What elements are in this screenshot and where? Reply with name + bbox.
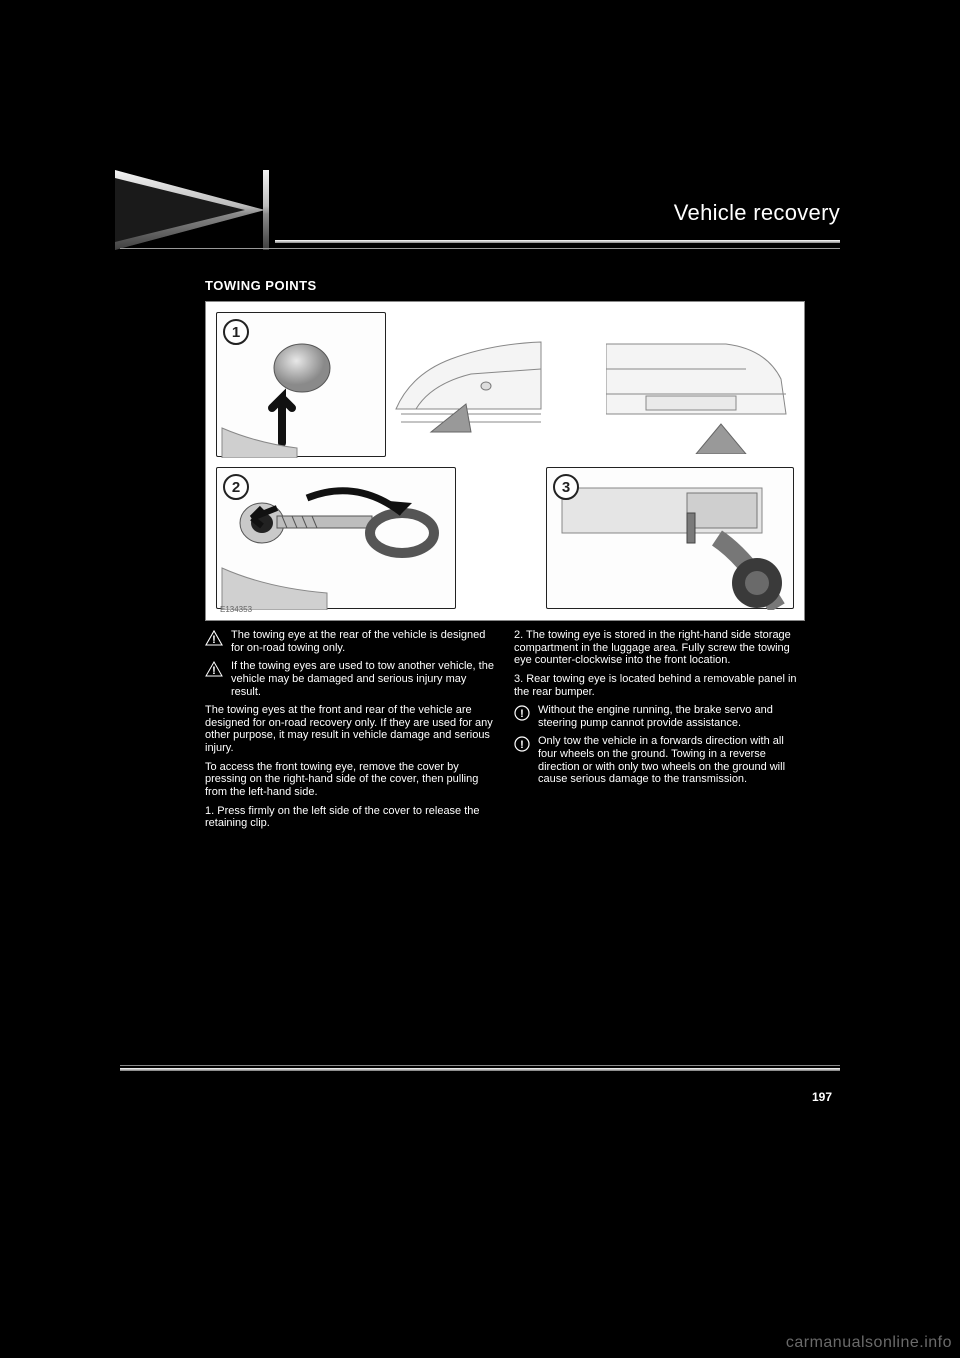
rear-towing-point-illustration <box>547 468 795 610</box>
warning-block-1: ! The towing eye at the rear of the vehi… <box>205 629 496 654</box>
body-para-2: To access the front towing eye, remove t… <box>205 761 496 799</box>
svg-text:!: ! <box>212 665 216 677</box>
header-rule-thin <box>120 248 840 249</box>
page-title: Vehicle recovery <box>674 200 840 226</box>
page-content: Vehicle recovery TOWING POINTS 1 <box>120 170 840 836</box>
diagram-panel-3: 3 <box>546 467 794 609</box>
warning-icon: ! <box>205 630 223 646</box>
step-number-3: 3 <box>553 474 579 500</box>
towing-eye-screw-illustration <box>217 468 457 610</box>
notice-block-2: ! Only tow the vehicle in a forwards dir… <box>514 735 805 786</box>
right-column: 2. The towing eye is stored in the right… <box>514 629 805 836</box>
step-number-1: 1 <box>223 319 249 345</box>
caution-icon: ! <box>514 736 530 752</box>
svg-text:!: ! <box>520 708 524 720</box>
svg-text:!: ! <box>520 739 524 751</box>
section-heading: TOWING POINTS <box>205 278 840 293</box>
body-columns: ! The towing eye at the rear of the vehi… <box>205 629 805 836</box>
diagram-ref-label: E134353 <box>220 605 252 614</box>
chevron-icon <box>115 170 275 250</box>
header-rule-thick <box>275 240 840 243</box>
warning-text-2: If the towing eyes are used to tow anoth… <box>231 660 496 698</box>
header: Vehicle recovery <box>120 170 840 260</box>
towing-diagram: 1 2 <box>205 301 805 621</box>
notice-block-1: ! Without the engine running, the brake … <box>514 704 805 729</box>
body-step-2: 2. The towing eye is stored in the right… <box>514 629 805 667</box>
watermark: carmanualsonline.info <box>786 1334 952 1352</box>
body-para-1: The towing eyes at the front and rear of… <box>205 704 496 755</box>
car-rear-illustration <box>606 314 794 454</box>
caution-icon: ! <box>514 705 530 721</box>
left-column: ! The towing eye at the rear of the vehi… <box>205 629 496 836</box>
warning-text-1: The towing eye at the rear of the vehicl… <box>231 629 496 654</box>
warning-icon: ! <box>205 661 223 677</box>
footer-rule-thin <box>120 1065 840 1066</box>
notice-text-1: Without the engine running, the brake se… <box>538 704 805 729</box>
footer-rule-thick <box>120 1068 840 1071</box>
car-front-illustration <box>391 314 546 454</box>
body-step-1: 1. Press firmly on the left side of the … <box>205 805 496 830</box>
body-step-3: 3. Rear towing eye is located behind a r… <box>514 673 805 698</box>
diagram-panel-2: 2 <box>216 467 456 609</box>
svg-text:!: ! <box>212 634 216 646</box>
notice-text-2: Only tow the vehicle in a forwards direc… <box>538 735 805 786</box>
diagram-panel-1: 1 <box>216 312 386 457</box>
warning-block-2: ! If the towing eyes are used to tow ano… <box>205 660 496 698</box>
page-number: 197 <box>812 1090 832 1104</box>
step-number-2: 2 <box>223 474 249 500</box>
